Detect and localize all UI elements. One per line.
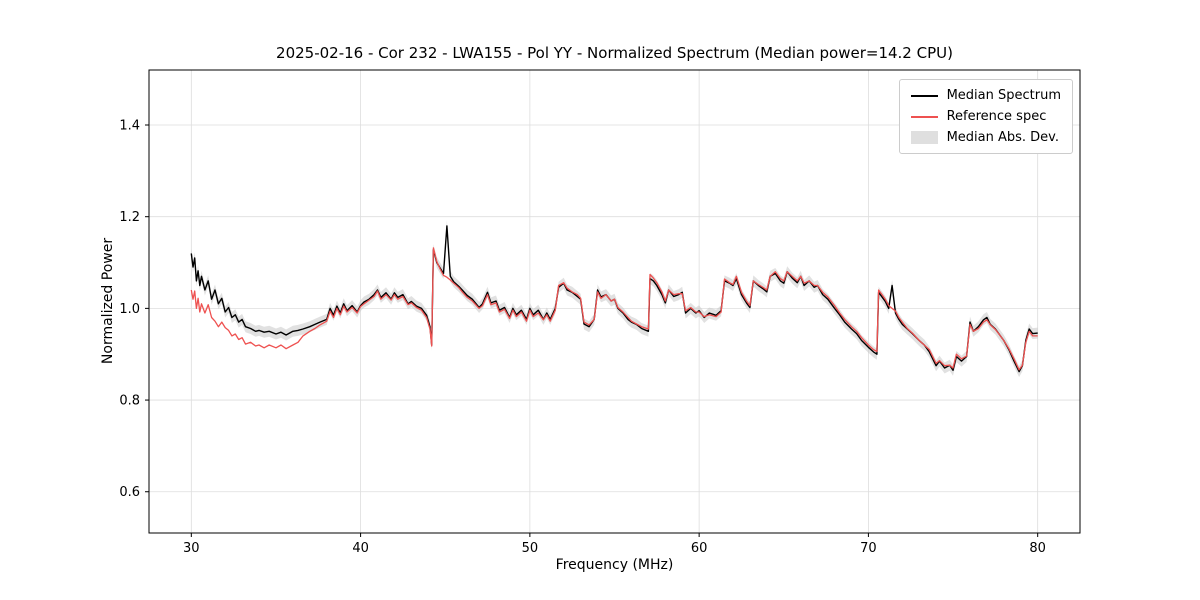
x-tick-label: 50 — [522, 541, 539, 556]
x-tick-label: 30 — [183, 541, 200, 556]
legend-label: Median Spectrum — [946, 88, 1061, 103]
legend-patch-swatch — [910, 131, 938, 144]
y-tick-label: 0.8 — [119, 394, 140, 409]
median-spectrum-line — [190, 225, 1038, 373]
legend-label: Median Abs. Dev. — [946, 130, 1060, 145]
x-tick-label: 60 — [691, 541, 708, 556]
x-tick-label: 70 — [860, 541, 877, 556]
y-tick-label: 1.2 — [119, 210, 140, 225]
reference-spec-line — [190, 247, 1038, 371]
legend-line-swatch — [910, 115, 938, 118]
y-tick-label: 0.6 — [119, 485, 140, 500]
y-tick-label: 1.4 — [119, 119, 140, 134]
legend-label: Reference spec — [946, 109, 1047, 124]
legend: Median Spectrum Reference spec Median Abs.… — [898, 79, 1073, 154]
legend-item: Reference spec — [910, 109, 1061, 124]
legend-item: Median Abs. Dev. — [910, 130, 1061, 145]
x-tick-label: 40 — [352, 541, 369, 556]
legend-item: Median Spectrum — [910, 88, 1061, 103]
legend-line-swatch — [910, 94, 938, 97]
plot-frame — [148, 69, 1081, 534]
x-axis-label: Frequency (MHz) — [555, 557, 674, 573]
y-tick-label: 1.0 — [119, 302, 140, 317]
x-tick-label: 80 — [1029, 541, 1046, 556]
chart-title: 2025-02-16 - Cor 232 - LWA155 - Pol YY -… — [276, 44, 953, 62]
